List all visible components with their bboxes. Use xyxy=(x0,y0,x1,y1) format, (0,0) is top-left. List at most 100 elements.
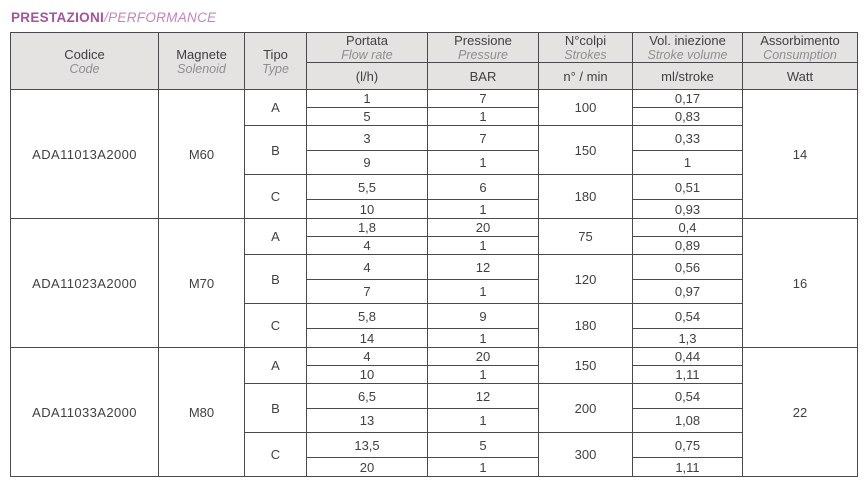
table-row: 5 1 0,83 xyxy=(11,107,858,126)
volume-cell: 0,93 xyxy=(632,199,743,219)
flow-cell: 13 xyxy=(306,408,428,433)
flow-cell: 4 xyxy=(306,236,428,255)
type-cell: C xyxy=(244,174,307,219)
strokes-cell: 200 xyxy=(538,383,633,433)
solenoid-cell: M70 xyxy=(158,218,245,348)
unit-volume: ml/stroke xyxy=(632,62,743,90)
header-code-en: Code xyxy=(69,61,100,76)
flow-cell: 5 xyxy=(306,107,428,126)
unit-flow: (l/h) xyxy=(306,62,428,90)
column-header-strokes: N°colpi Strokes xyxy=(538,32,633,63)
pressure-cell: 7 xyxy=(427,125,539,151)
solenoid-cell: M60 xyxy=(158,89,245,219)
volume-cell: 1,11 xyxy=(632,457,743,477)
volume-cell: 1,3 xyxy=(632,328,743,348)
flow-cell: 1 xyxy=(306,89,428,108)
header-volume-en: Stroke volume xyxy=(647,48,728,62)
consumption-cell: 22 xyxy=(742,347,858,477)
flow-cell: 1,8 xyxy=(306,218,428,237)
flow-cell: 4 xyxy=(306,347,428,366)
strokes-cell: 150 xyxy=(538,125,633,175)
pressure-cell: 1 xyxy=(427,457,539,477)
pressure-cell: 7 xyxy=(427,89,539,108)
header-pressure-en: Pressure xyxy=(457,48,509,62)
volume-cell: 0,89 xyxy=(632,236,743,255)
flow-cell: 5,8 xyxy=(306,303,428,329)
header-type-it: Tipo xyxy=(263,46,288,62)
header-row-units: (l/h) BAR n° / min ml/stroke Watt xyxy=(11,62,858,90)
pressure-cell: 9 xyxy=(427,303,539,329)
pressure-cell: 1 xyxy=(427,199,539,219)
table-row: B 3 7 150 0,33 xyxy=(11,125,858,175)
table-row: ADA11013A2000 M60 A 1 7 100 0,17 14 xyxy=(10,89,858,219)
volume-cell: 0,51 xyxy=(632,174,743,200)
table-header: Codice Code Magnete Solenoid Tipo Type P… xyxy=(10,32,858,90)
flow-cell: 6,5 xyxy=(306,383,428,409)
header-volume-it: Vol. iniezione xyxy=(649,33,726,49)
type-cell: B xyxy=(244,254,307,304)
volume-cell: 0,54 xyxy=(632,303,743,329)
pressure-cell: 1 xyxy=(427,408,539,433)
table-row: 10 1 0,93 xyxy=(11,199,858,219)
type-cell: A xyxy=(244,347,307,384)
unit-pressure: BAR xyxy=(427,62,539,90)
pressure-cell: 12 xyxy=(427,383,539,409)
strokes-cell: 120 xyxy=(538,254,633,304)
pressure-cell: 1 xyxy=(427,365,539,384)
pressure-cell: 1 xyxy=(427,236,539,255)
flow-cell: 10 xyxy=(306,199,428,219)
code-cell: ADA11013A2000 xyxy=(10,89,159,219)
consumption-cell: 16 xyxy=(742,218,858,348)
pressure-cell: 20 xyxy=(427,347,539,366)
strokes-cell: 100 xyxy=(538,89,633,126)
table-row: 20 1 1,11 xyxy=(11,457,858,477)
header-strokes-en: Strokes xyxy=(564,48,607,62)
header-pressure-it: Pressione xyxy=(454,33,512,49)
flow-cell: 7 xyxy=(306,279,428,304)
flow-cell: 9 xyxy=(306,150,428,175)
column-header-solenoid: Magnete Solenoid xyxy=(158,32,245,90)
table-row: ADA11033A2000 M80 A 4 20 150 0,44 22 xyxy=(10,347,858,477)
column-header-consumption: Assorbimento Consumption xyxy=(742,32,858,63)
flow-cell: 10 xyxy=(306,365,428,384)
volume-cell: 1,08 xyxy=(632,408,743,433)
volume-cell: 0,44 xyxy=(632,347,743,366)
unit-consumption: Watt xyxy=(742,62,858,90)
table-body: ADA11013A2000 M60 A 1 7 100 0,17 14 5 1 0,83 B 3 7 150… xyxy=(10,89,858,477)
volume-cell: 0,83 xyxy=(632,107,743,126)
header-solenoid-en: Solenoid xyxy=(177,61,226,76)
performance-table: Codice Code Magnete Solenoid Tipo Type P… xyxy=(10,32,858,477)
pressure-cell: 1 xyxy=(427,107,539,126)
pressure-cell: 1 xyxy=(427,328,539,348)
title-italian: PRESTAZIONI xyxy=(11,10,105,25)
column-header-volume: Vol. iniezione Stroke volume xyxy=(632,32,743,63)
table-row: C 5,5 6 180 0,51 xyxy=(11,174,858,219)
flow-cell: 20 xyxy=(306,457,428,477)
unit-strokes: n° / min xyxy=(538,62,633,90)
consumption-cell: 14 xyxy=(742,89,858,219)
table-row: B 6,5 12 200 0,54 xyxy=(11,383,858,433)
pressure-cell: 20 xyxy=(427,218,539,237)
catalog-page: PRESTAZIONI/PERFORMANCE Codice Code Magn… xyxy=(10,10,858,477)
column-header-type: Tipo Type xyxy=(244,32,307,90)
strokes-cell: 180 xyxy=(538,174,633,219)
table-row: C 13,5 5 300 0,75 xyxy=(11,432,858,477)
pressure-cell: 5 xyxy=(427,432,539,458)
volume-cell: 0,17 xyxy=(632,89,743,108)
code-cell: ADA11033A2000 xyxy=(10,347,159,477)
header-solenoid-it: Magnete xyxy=(176,46,227,62)
volume-cell: 0,75 xyxy=(632,432,743,458)
volume-cell: 0,4 xyxy=(632,218,743,237)
column-header-code: Codice Code xyxy=(10,32,159,90)
pressure-cell: 6 xyxy=(427,174,539,200)
header-strokes-it: N°colpi xyxy=(564,33,607,49)
volume-cell: 0,97 xyxy=(632,279,743,304)
flow-cell: 5,5 xyxy=(306,174,428,200)
column-header-pressure: Pressione Pressure xyxy=(427,32,539,63)
volume-cell: 1 xyxy=(632,150,743,175)
header-consumption-en: Consumption xyxy=(763,48,837,62)
pressure-cell: 1 xyxy=(427,150,539,175)
type-cell: B xyxy=(244,383,307,433)
flow-cell: 4 xyxy=(306,254,428,280)
